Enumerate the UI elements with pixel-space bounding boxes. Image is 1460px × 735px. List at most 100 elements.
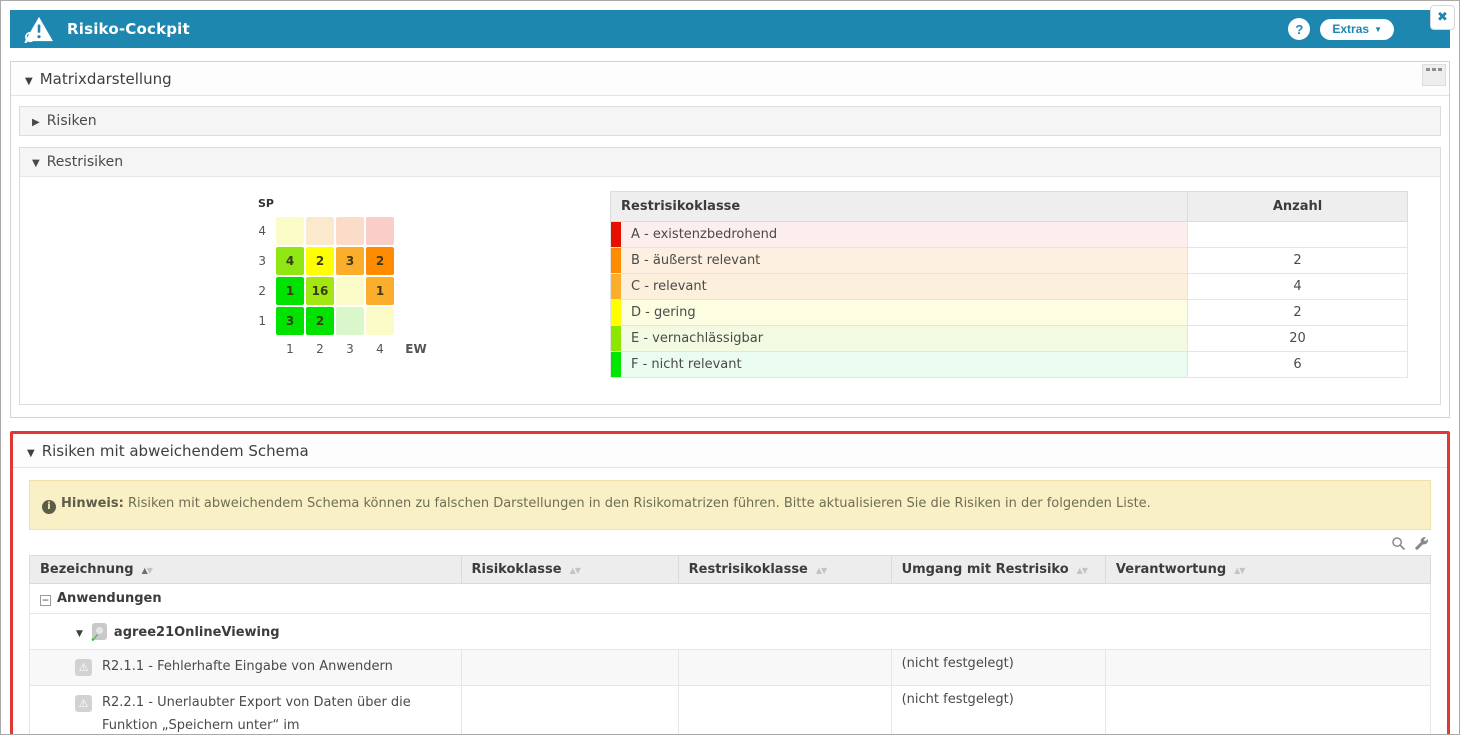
application-icon: ✓	[90, 623, 107, 645]
matrix-column-labels: 1 2 3 4 EW	[275, 342, 610, 356]
panel-header-risiken[interactable]: ▶ Risiken	[20, 107, 1440, 135]
sort-asc-icon: ▲	[1234, 565, 1240, 575]
matrix-cell	[336, 217, 364, 245]
matrix-row: 1 3 2	[244, 306, 610, 336]
section-header-matrixdarstellung[interactable]: ▼ Matrixdarstellung	[11, 62, 1449, 96]
col-header-label: Risikoklasse	[471, 561, 562, 577]
residual-class-table: Restrisikoklasse Anzahl A - existenzbedr…	[610, 191, 1408, 378]
sort-desc-icon: ▼	[1239, 565, 1245, 575]
residual-col-header-class: Restrisikoklasse	[610, 191, 1188, 222]
risk-bezeichnung: R2.2.1 - Unerlaubter Export von Daten üb…	[102, 694, 411, 733]
panel-title-restrisiken: Restrisiken	[46, 154, 124, 170]
panel-restrisiken: ▼ Restrisiken SP 4 3	[19, 147, 1441, 405]
class-count: 20	[1187, 325, 1408, 352]
risk-verantwortung	[1104, 684, 1432, 734]
matrix-row: 2 1 16 1	[244, 276, 610, 306]
table-toolbar	[29, 534, 1431, 555]
matrix-cell	[336, 307, 364, 335]
search-icon[interactable]	[1391, 536, 1406, 551]
class-label: B - äußerst relevant	[631, 253, 761, 268]
class-color-strip	[611, 222, 621, 247]
collapse-group-icon[interactable]: −	[40, 595, 51, 606]
matrix-cell	[276, 217, 304, 245]
matrix-view-icon[interactable]	[1422, 64, 1446, 86]
sort-desc-icon: ▼	[1081, 565, 1088, 575]
risk-row[interactable]: ⚠ R2.1.1 - Fehlerhafte Eingabe von Anwend…	[29, 649, 1432, 686]
help-button[interactable]: ?	[1288, 18, 1311, 40]
col-header-label: Bezeichnung	[40, 561, 134, 577]
close-icon: ✖	[1437, 10, 1448, 25]
risk-umgang: (nicht festgelegt)	[890, 649, 1106, 686]
sort-desc-icon: ▼	[146, 565, 153, 575]
sort-asc-icon: ▲	[141, 565, 148, 575]
subgroup-row-agree21onlineviewing[interactable]: ▼ ✓ agree21OnlineViewing	[29, 613, 1431, 650]
matrix-cell: 16	[306, 277, 334, 305]
class-count	[1187, 221, 1408, 248]
panel-header-restrisiken[interactable]: ▼ Restrisiken	[20, 148, 1440, 177]
class-label: D - gering	[631, 305, 696, 320]
risk-matrix: SP 4 3 4 2 3 2	[20, 191, 610, 378]
risk-risikoklasse	[460, 684, 679, 734]
table-row: E - vernachlässigbar 20	[610, 325, 1408, 352]
chevron-down-icon: ▼	[32, 158, 40, 169]
class-count: 6	[1187, 351, 1408, 378]
risk-warning-logo-icon	[24, 16, 53, 43]
matrix-cell	[306, 217, 334, 245]
matrix-row: 3 4 2 3 2	[244, 246, 610, 276]
extras-button[interactable]: Extras ▼	[1320, 18, 1394, 40]
chevron-right-icon: ▶	[32, 117, 40, 128]
chevron-down-icon[interactable]: ▼	[76, 629, 83, 639]
info-icon: i	[42, 499, 56, 514]
wrench-icon[interactable]	[1414, 536, 1429, 551]
class-color-strip	[611, 274, 621, 299]
section-matrixdarstellung: ▼ Matrixdarstellung ▶ Risiken ▼ Restrisiken	[10, 61, 1450, 418]
schema-section-highlight-border: ▼ Risiken mit abweichendem Schema i Hinwei…	[10, 431, 1450, 734]
class-count: 2	[1187, 247, 1408, 274]
risk-verantwortung	[1104, 649, 1432, 686]
group-row-anwendungen[interactable]: − Anwendungen	[29, 582, 1431, 614]
matrix-row-label: 3	[258, 254, 266, 268]
class-count: 2	[1187, 299, 1408, 326]
risk-warning-icon: ⚠	[75, 694, 92, 712]
risk-row[interactable]: ⚠ R2.2.1 - Unerlaubter Export von Daten ü…	[29, 684, 1432, 734]
table-row: D - gering 2	[610, 299, 1408, 326]
risk-list-table: Bezeichnung ▲▼ Risikoklasse ▲▼ Restrisikok…	[29, 554, 1432, 734]
section-title-schema: Risiken mit abweichendem Schema	[41, 442, 309, 460]
sort-asc-icon: ▲	[1076, 565, 1083, 575]
matrix-col-label: 1	[286, 342, 294, 356]
class-label: C - relevant	[631, 279, 707, 294]
col-header-umgang[interactable]: Umgang mit Restrisiko ▲▼	[890, 554, 1106, 584]
residual-col-header-count: Anzahl	[1187, 191, 1408, 222]
matrix-cell	[336, 277, 364, 305]
matrix-cell: 3	[336, 247, 364, 275]
class-color-strip	[611, 352, 621, 377]
section-schema: ▼ Risiken mit abweichendem Schema i Hinwei…	[13, 434, 1447, 734]
sort-desc-icon: ▼	[821, 565, 827, 575]
matrix-row-label: 1	[258, 314, 266, 328]
close-button[interactable]: ✖	[1430, 5, 1455, 30]
class-label: E - vernachlässigbar	[631, 331, 764, 346]
hint-text: Risiken mit abweichendem Schema können z…	[127, 496, 1151, 511]
col-header-restrisikoklasse[interactable]: Restrisikoklasse ▲▼	[677, 554, 892, 584]
matrix-y-axis-label: SP	[258, 197, 274, 210]
risk-bezeichnung: R2.1.1 - Fehlerhafte Eingabe von Anwende…	[102, 659, 393, 674]
section-header-schema[interactable]: ▼ Risiken mit abweichendem Schema	[13, 434, 1447, 468]
col-header-risikoklasse[interactable]: Risikoklasse ▲▼	[460, 554, 679, 584]
matrix-cell: 3	[276, 307, 304, 335]
extras-label: Extras	[1332, 22, 1370, 36]
section-title-matrixdarstellung: Matrixdarstellung	[39, 70, 172, 88]
col-header-verantwortung[interactable]: Verantwortung ▲▼	[1104, 554, 1432, 584]
class-color-strip	[611, 326, 621, 351]
sort-desc-icon: ▼	[574, 565, 581, 575]
class-color-strip	[611, 300, 621, 325]
matrix-cell: 2	[306, 307, 334, 335]
matrix-col-label: 4	[376, 342, 384, 356]
chevron-down-icon: ▼	[27, 448, 35, 459]
header-actions: ? Extras ▼	[1288, 18, 1394, 40]
risk-restrisikoklasse	[677, 649, 892, 686]
risk-umgang: (nicht festgelegt)	[890, 684, 1106, 734]
class-label: F - nicht relevant	[631, 357, 742, 372]
matrix-cell: 2	[366, 247, 394, 275]
col-header-bezeichnung[interactable]: Bezeichnung ▲▼	[29, 554, 462, 584]
